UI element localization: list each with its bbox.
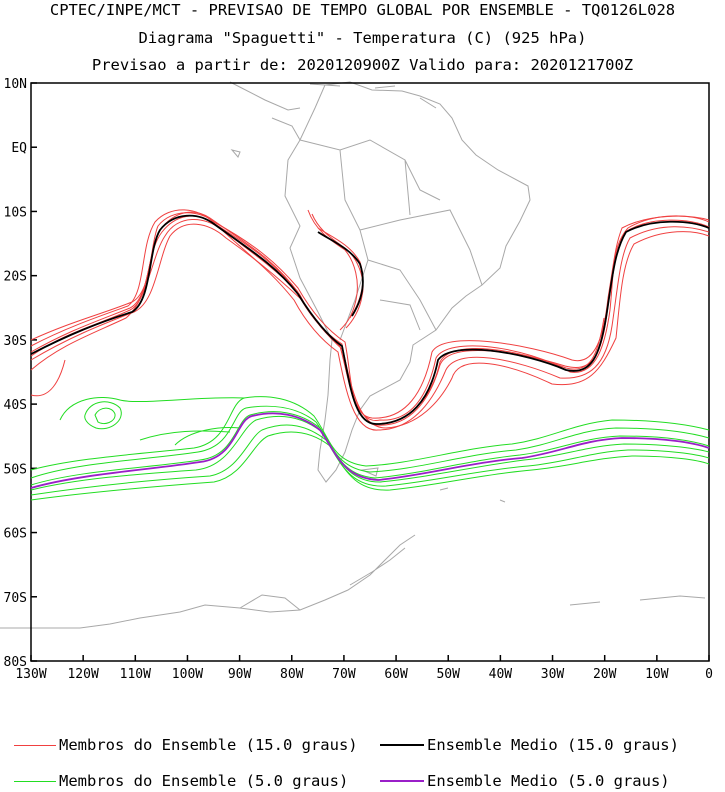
south-america-coast	[284, 81, 531, 483]
lon-tick-label: 110W	[120, 667, 151, 682]
lon-tick-label: 30W	[541, 667, 565, 682]
lon-tick-label: 100W	[172, 667, 203, 682]
map-frame	[30, 82, 710, 662]
map-axes	[30, 82, 710, 662]
legend-label: Membros do Ensemble (15.0 graus)	[59, 736, 358, 754]
central-america-coast	[229, 81, 301, 141]
ensemble-mean-5	[30, 412, 710, 489]
spaghetti-map: 10N EQ 10S 20S 30S 40S 50S 60S 70S 80S 130W 120W 11…	[0, 77, 713, 682]
lat-tick-label: 10N	[4, 77, 27, 92]
lat-tick-label: EQ	[11, 141, 27, 156]
member-contours-5	[30, 396, 710, 501]
lon-tick-label: 60W	[384, 667, 408, 682]
lat-tick-label: 70S	[4, 591, 27, 606]
country-borders	[299, 139, 483, 341]
legend-item-mean-15: Ensemble Medio (15.0 graus)	[380, 735, 679, 755]
longitude-labels: 130W 120W 110W 100W 90W 80W 70W 60W 50W 40W 30W 20W…	[15, 655, 713, 682]
member-contours-15	[30, 209, 710, 431]
lon-tick-label: 120W	[67, 667, 98, 682]
lat-tick-label: 60S	[4, 527, 27, 542]
legend-item-members-5: Membros do Ensemble (5.0 graus)	[14, 771, 348, 791]
antarctica-coast	[0, 534, 706, 629]
lon-tick-label: 10W	[645, 667, 669, 682]
lon-tick-label: 80W	[280, 667, 304, 682]
lon-tick-label: 0	[705, 667, 713, 682]
title-line-1: CPTEC/INPE/MCT - PREVISAO DE TEMPO GLOBA…	[49, 1, 676, 19]
legend-swatch	[380, 780, 424, 782]
lon-tick-label: 20W	[593, 667, 617, 682]
legend-swatch	[14, 780, 56, 782]
legend-label: Ensemble Medio (15.0 graus)	[427, 736, 679, 754]
lon-tick-label: 130W	[15, 667, 46, 682]
legend-item-members-15: Membros do Ensemble (15.0 graus)	[14, 735, 358, 755]
lon-tick-label: 40W	[489, 667, 513, 682]
lat-tick-label: 10S	[4, 205, 27, 220]
latitude-labels: 10N EQ 10S 20S 30S 40S 50S 60S 70S 80S	[4, 77, 37, 670]
title-line-2: Diagrama "Spaguetti" - Temperatura (C) (…	[138, 29, 587, 47]
lon-tick-label: 90W	[228, 667, 252, 682]
lat-tick-label: 80S	[4, 655, 27, 670]
legend-swatch	[14, 744, 56, 746]
legend-label: Membros do Ensemble (5.0 graus)	[59, 772, 349, 790]
ensemble-mean-15	[30, 214, 710, 425]
lat-tick-label: 20S	[4, 270, 27, 285]
legend-item-mean-5: Ensemble Medio (5.0 graus)	[380, 771, 670, 791]
lat-tick-label: 30S	[4, 334, 27, 349]
coastlines	[0, 81, 706, 629]
title-line-3: Previsao a partir de: 2020120900Z Valido…	[91, 56, 634, 74]
lat-tick-label: 40S	[4, 398, 27, 413]
legend-swatch	[380, 744, 424, 746]
lon-tick-label: 50W	[436, 667, 460, 682]
lon-tick-label: 70W	[332, 667, 356, 682]
legend-label: Ensemble Medio (5.0 graus)	[427, 772, 670, 790]
lat-tick-label: 50S	[4, 462, 27, 477]
